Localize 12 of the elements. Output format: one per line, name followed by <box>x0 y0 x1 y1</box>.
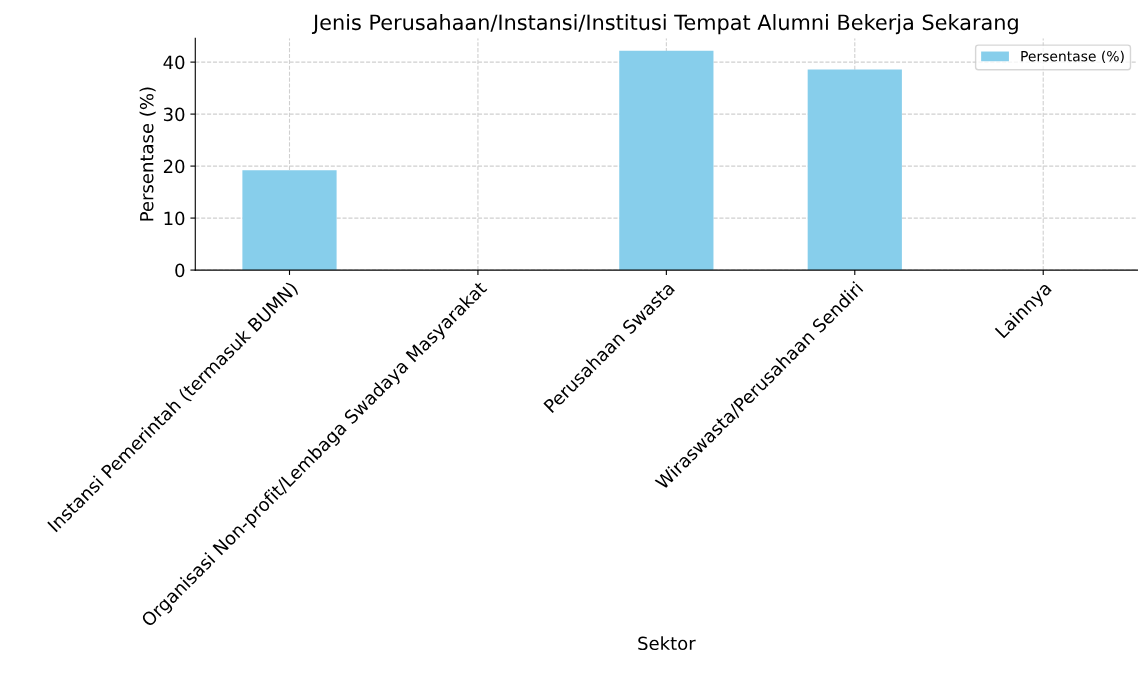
y-tick-label: 40 <box>163 55 185 70</box>
bar <box>242 170 337 271</box>
bar <box>807 69 902 271</box>
chart-title: Jenis Perusahaan/Instansi/Institusi Tempat Alumni Bekerja Sekarang <box>311 14 1018 35</box>
x-axis-title: Sektor <box>638 636 696 651</box>
y-tick-label: 20 <box>163 159 185 174</box>
y-tick-label: 0 <box>175 263 185 278</box>
legend-label: Persentase (%) <box>1021 50 1124 64</box>
y-tick-label: 30 <box>163 107 185 122</box>
bar <box>619 50 714 271</box>
y-tick-label: 10 <box>164 211 185 226</box>
y-axis-title: Persentase (%) <box>139 87 156 221</box>
